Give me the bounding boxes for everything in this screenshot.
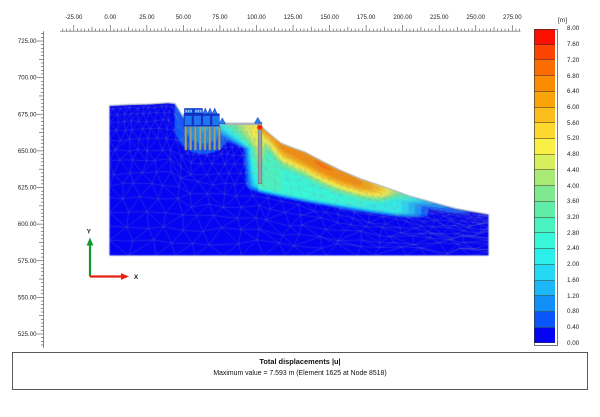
- x-ruler-label: 100.00: [247, 14, 266, 21]
- pile: [203, 126, 207, 151]
- pile: [218, 126, 221, 151]
- x-ruler-label: 175.00: [357, 14, 376, 21]
- building-window: [190, 110, 192, 112]
- x-axis-arrowhead-icon: [121, 273, 129, 280]
- anchor-marker-icon: [253, 116, 262, 124]
- building-window: [188, 110, 190, 112]
- axis-indicator: YX: [86, 229, 139, 281]
- y-ruler-label: 525.00: [18, 331, 37, 338]
- x-ruler-label: -25.00: [65, 14, 83, 21]
- x-ruler-label: 150.00: [320, 14, 339, 21]
- building-window: [185, 110, 187, 112]
- y-ruler-label: 650.00: [18, 148, 37, 155]
- ground-surface-polyline: [109, 102, 489, 215]
- y-axis-label: Y: [87, 229, 92, 236]
- pile: [198, 126, 202, 151]
- anchor-beam: [222, 122, 259, 126]
- x-ruler-label: 125.00: [284, 14, 303, 21]
- building-window: [195, 110, 197, 112]
- pile: [189, 126, 192, 151]
- structures: [183, 107, 263, 184]
- y-ruler-label: 725.00: [18, 38, 37, 45]
- anchor-marker-icon: [218, 117, 227, 125]
- retaining-wall: [257, 121, 263, 184]
- x-ruler-label: 250.00: [466, 14, 485, 21]
- caption-title: Total displacements |u|: [259, 357, 341, 366]
- building-panel: [193, 115, 201, 126]
- y-ruler-label: 625.00: [18, 185, 37, 192]
- building-panel: [203, 115, 211, 126]
- x-ruler-label: 275.00: [503, 14, 522, 21]
- x-ruler-label: 200.00: [393, 14, 412, 21]
- building-roof-block: [184, 108, 203, 114]
- building-gable: [207, 107, 213, 115]
- pile: [208, 126, 212, 151]
- pile: [213, 126, 216, 151]
- ground-surface-line: [109, 102, 489, 215]
- building-panel: [184, 115, 192, 126]
- foundation-piles: [184, 126, 221, 151]
- building-window: [200, 110, 202, 112]
- max-displacement-spot: [258, 125, 262, 129]
- caption-subtitle: Maximum value = 7.593 m (Element 1625 at…: [213, 370, 387, 377]
- caption-box: Total displacements |u| Maximum value = …: [12, 352, 588, 390]
- y-ruler: 725.00 700.00 675.00 650.00 625.00 600.00 575.…: [18, 31, 44, 348]
- x-ruler-label: 75.00: [212, 14, 228, 21]
- building-panel: [212, 115, 220, 126]
- x-ruler: -25.00 0.00 25.00 50.00 75.00 100.00 125.00 150…: [60, 14, 522, 32]
- building-body: [183, 113, 220, 127]
- y-ruler-label: 575.00: [18, 258, 37, 265]
- y-ruler-label: 700.00: [18, 75, 37, 82]
- pile: [184, 126, 188, 151]
- x-ruler-label: 0.00: [104, 14, 116, 21]
- y-ruler-label: 600.00: [18, 221, 37, 228]
- y-ruler-label: 550.00: [18, 294, 37, 301]
- pile: [194, 126, 197, 151]
- building-gable: [211, 107, 218, 115]
- x-ruler-label: 50.00: [176, 14, 192, 21]
- y-ruler-label: 675.00: [18, 111, 37, 118]
- building-gable: [202, 107, 209, 115]
- x-axis-label: X: [134, 274, 139, 281]
- building: [183, 107, 220, 127]
- y-axis-arrowhead-icon: [86, 237, 94, 246]
- building-window: [197, 110, 199, 112]
- x-ruler-label: 225.00: [430, 14, 449, 21]
- x-ruler-label: 25.00: [139, 14, 155, 21]
